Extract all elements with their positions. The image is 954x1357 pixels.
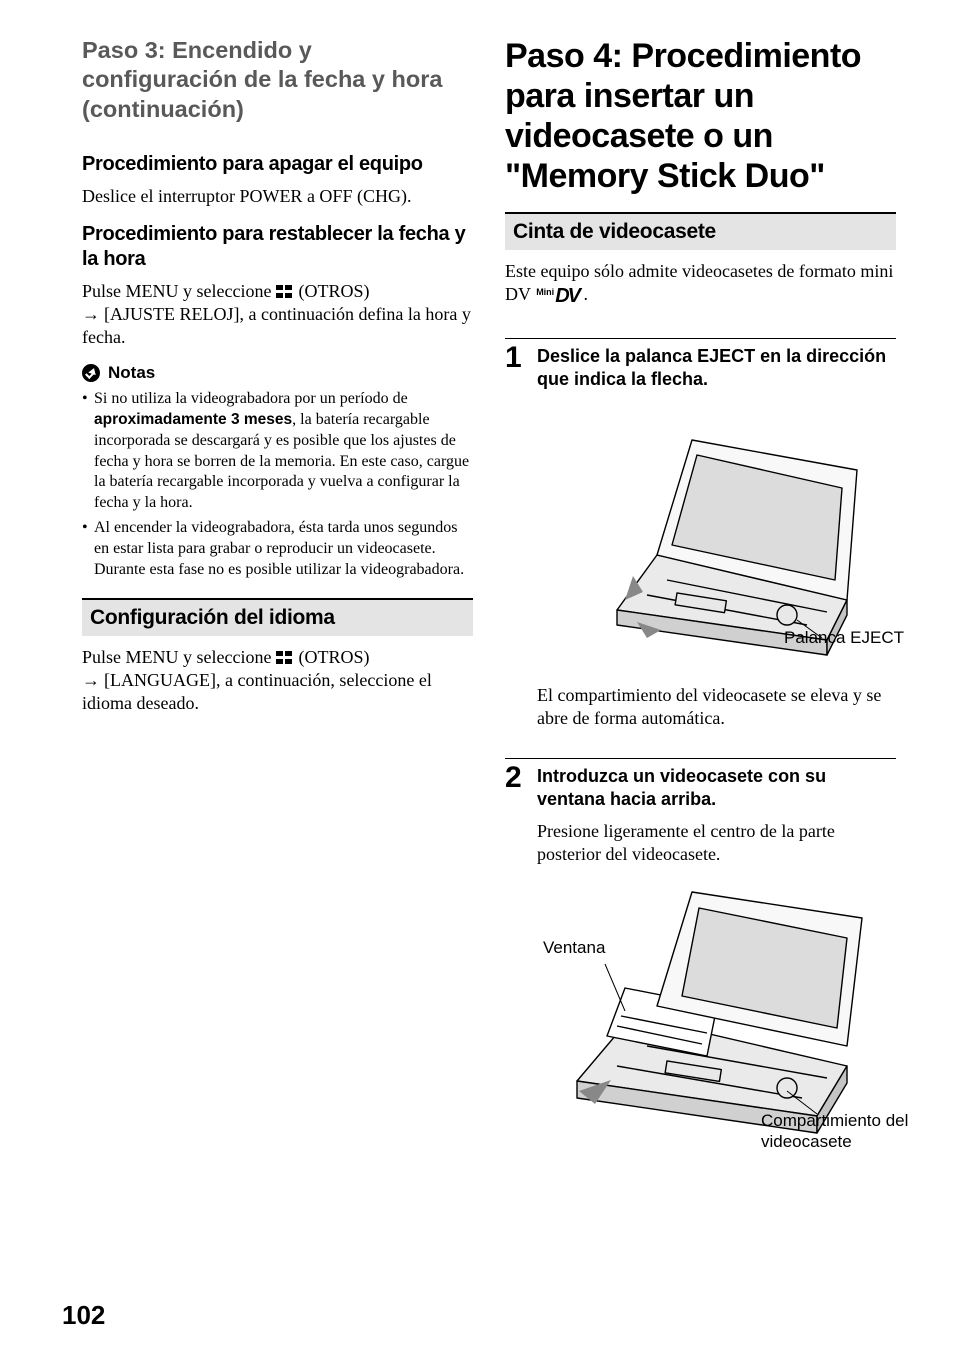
arrow-right-icon: [82, 304, 104, 324]
step-1: 1 Deslice la palanca EJECT en la direcci…: [505, 338, 896, 730]
compartimiento-callout: Compartimiento del videocasete: [761, 1111, 911, 1152]
menu-icon: [276, 651, 294, 665]
restablecer-body: Pulse MENU y seleccione (OTROS) [AJUSTE …: [82, 280, 473, 349]
arrow-right-icon: [82, 670, 104, 690]
step-1-title: Deslice la palanca EJECT en la dirección…: [537, 345, 896, 390]
step-2-body: Presione ligeramente el centro de la par…: [537, 820, 897, 866]
notes-header: Notas: [82, 363, 473, 383]
step3-heading: Paso 3: Encendido y configuración de la …: [82, 36, 473, 124]
step-2: 2 Introduzca un videocasete con su venta…: [505, 758, 896, 1156]
step-1-number: 1: [505, 343, 527, 730]
right-column: Paso 4: Procedimiento para insertar un v…: [505, 36, 896, 1156]
step-1-figure: Palanca EJECT: [537, 400, 896, 670]
note-item-1: Si no utiliza la videograbadora por un p…: [82, 389, 473, 514]
mini-label: Mini: [536, 287, 554, 297]
restablecer-pre: Pulse MENU y seleccione: [82, 281, 276, 301]
step-2-title: Introduzca un videocasete con su ventana…: [537, 765, 897, 810]
cinta-bar: Cinta de videocasete: [505, 212, 896, 250]
restablecer-title: Procedimiento para restablecer la fecha …: [82, 222, 473, 272]
step-1-after: El compartimiento del videocasete se ele…: [537, 684, 896, 730]
device-illustration-2: [517, 866, 897, 1146]
dv-logo-icon: DV: [555, 284, 579, 310]
left-column: Paso 3: Encendido y configuración de la …: [82, 36, 473, 1156]
apagar-body: Deslice el interruptor POWER a OFF (CHG)…: [82, 185, 473, 208]
note-item-2: Al encender la videograbadora, ésta tard…: [82, 518, 473, 580]
restablecer-post: (OTROS): [294, 281, 370, 301]
apagar-title: Procedimiento para apagar el equipo: [82, 152, 473, 177]
idioma-body: Pulse MENU y seleccione (OTROS) [LANGUAG…: [82, 646, 473, 715]
page-number: 102: [62, 1300, 105, 1331]
ventana-callout: Ventana: [543, 938, 605, 958]
idioma-bar: Configuración del idioma: [82, 598, 473, 636]
notes-label: Notas: [108, 363, 155, 383]
restablecer-line2: [AJUSTE RELOJ], a continuación defina la…: [82, 304, 471, 347]
note-icon: [82, 364, 100, 382]
notes-list: Si no utiliza la videograbadora por un p…: [82, 389, 473, 580]
intro-text: Este equipo sólo admite videocasetes de …: [505, 260, 896, 310]
menu-icon: [276, 285, 294, 299]
step4-heading: Paso 4: Procedimiento para insertar un v…: [505, 36, 896, 196]
step-2-figure: Ventana Compartimiento del videocasete: [537, 866, 897, 1156]
eject-callout: Palanca EJECT: [784, 628, 904, 648]
